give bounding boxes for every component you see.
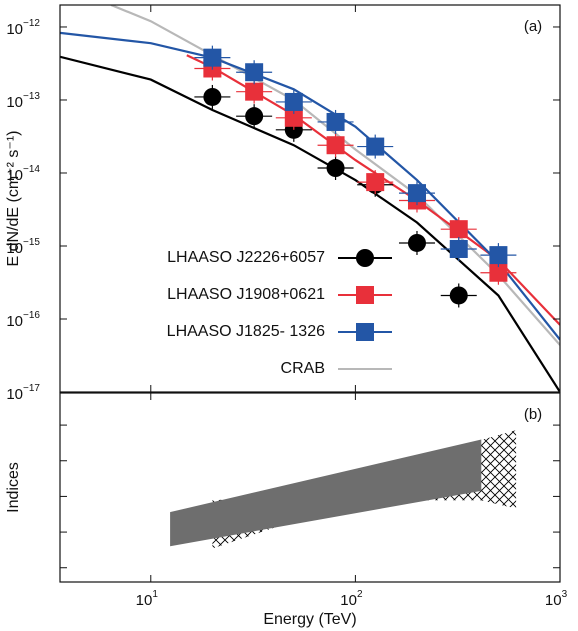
x-tick-label-base: 10	[545, 592, 562, 609]
data-point	[326, 159, 345, 178]
data-point	[407, 233, 426, 252]
data-point	[366, 173, 385, 192]
y-tick-label: 10−13	[6, 91, 40, 111]
y-tick-label-base: 10	[6, 240, 23, 257]
x-tick-label-base: 10	[136, 592, 153, 609]
y-axis-label: E dN/dE (cm⁻² s⁻¹)	[5, 130, 22, 266]
model-curve	[60, 31, 560, 341]
data-point	[449, 220, 468, 239]
data-point	[366, 137, 385, 156]
x-tick-label-exponent: 2	[357, 589, 363, 600]
y-tick-label-base: 10	[6, 313, 23, 330]
y-tick-label-exponent: −17	[23, 383, 40, 394]
data-point	[449, 286, 468, 305]
data-point	[449, 239, 468, 258]
legend-marker	[356, 249, 374, 267]
data-point	[407, 184, 426, 203]
y-axis-label: Indices	[5, 462, 22, 513]
y-tick-label-exponent: −15	[23, 237, 40, 248]
x-tick-label-exponent: 1	[152, 589, 158, 600]
plot-area	[60, 5, 560, 392]
legend-label: CRAB	[281, 360, 325, 377]
data-point	[284, 108, 303, 127]
index-band	[170, 439, 482, 547]
axes-frame	[59, 4, 561, 393]
x-tick-label: 101	[136, 589, 159, 609]
plot-area	[170, 430, 517, 549]
panel-label: (a)	[524, 18, 542, 35]
model-curve	[110, 5, 560, 346]
legend-label: LHAASO J1825- 1326	[167, 323, 325, 340]
x-tick-label: 102	[340, 589, 363, 609]
y-tick-label-exponent: −13	[23, 91, 40, 102]
legend-marker	[356, 286, 374, 304]
x-tick-label: 103	[545, 589, 568, 609]
data-point	[489, 246, 508, 265]
y-tick-label-exponent: −14	[23, 164, 40, 175]
data-point	[284, 92, 303, 111]
y-tick-label-base: 10	[6, 386, 23, 403]
legend-label: LHAASO J2226+6057	[167, 249, 325, 266]
data-point	[489, 263, 508, 282]
y-tick-label-base: 10	[6, 21, 23, 38]
y-tick-label: 10−16	[6, 310, 40, 330]
x-axis-label: Energy (TeV)	[263, 611, 356, 628]
legend-marker	[356, 323, 374, 341]
data-point	[203, 48, 222, 67]
y-tick-label: 10−15	[6, 237, 40, 257]
data-point	[326, 112, 345, 131]
data-point	[245, 82, 264, 101]
data-point	[326, 136, 345, 155]
y-tick-label: 10−14	[6, 164, 40, 184]
x-tick-label-base: 10	[340, 592, 357, 609]
data-point	[245, 63, 264, 82]
y-tick-label-exponent: −12	[23, 18, 40, 29]
y-tick-label-base: 10	[6, 94, 23, 111]
axes-frame	[59, 392, 561, 583]
x-tick-label-exponent: 3	[562, 589, 568, 600]
panel: (b) Indices Energy (TeV)	[5, 392, 561, 628]
model-curve	[60, 55, 560, 392]
y-tick-label-base: 10	[6, 167, 23, 184]
panel-label: (b)	[524, 406, 542, 423]
panel: LHAASO J2226+6057 LHAASO J1908+0621 LHAASO…	[5, 4, 561, 393]
data-point	[245, 107, 264, 126]
y-tick-label: 10−17	[6, 383, 40, 403]
data-point	[203, 87, 222, 106]
y-tick-label-exponent: −16	[23, 310, 40, 321]
y-tick-label: 10−12	[6, 18, 40, 38]
legend-label: LHAASO J1908+0621	[167, 286, 325, 303]
